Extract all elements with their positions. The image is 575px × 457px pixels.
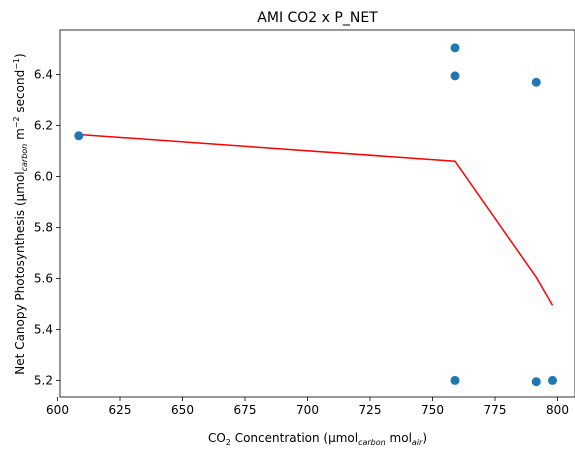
x-tick-label: 750 xyxy=(421,403,444,417)
y-label-carbon: carbon xyxy=(20,144,29,172)
y-tick-label: 6.0 xyxy=(34,170,53,184)
axes-frame xyxy=(59,29,575,398)
x-label-mol: mol xyxy=(386,431,412,445)
x-tick-label: 725 xyxy=(359,403,382,417)
y-label-m: m xyxy=(13,128,27,144)
x-label-sub: 2 xyxy=(226,438,231,447)
x-tick-label: 800 xyxy=(546,403,569,417)
x-label-middle: Concentration (μmol xyxy=(231,431,358,445)
x-tick-label: 675 xyxy=(234,403,257,417)
data-point xyxy=(450,43,460,53)
plot-area xyxy=(59,29,575,398)
data-point xyxy=(450,71,460,81)
chart-title: AMI CO2 x P_NET xyxy=(257,10,378,26)
scatter-points xyxy=(74,43,557,387)
x-tick-label: 775 xyxy=(484,403,507,417)
x-axis: 600 625 650 675 700 725 750 775 800 xyxy=(46,397,569,417)
y-tick-label: 5.2 xyxy=(34,373,53,387)
x-label-air: air xyxy=(412,438,423,447)
x-tick-label: 600 xyxy=(46,403,69,417)
data-point xyxy=(548,375,557,385)
x-axis-label: CO2 Concentration (μmolcarbon molair) xyxy=(208,431,427,447)
x-label-suffix: ) xyxy=(422,431,427,445)
x-label-carbon: carbon xyxy=(358,438,386,447)
y-label-second: second xyxy=(13,70,27,117)
x-tick-label: 650 xyxy=(171,403,194,417)
x-label-prefix: CO xyxy=(208,431,226,445)
data-point xyxy=(531,77,541,87)
y-label-exp1: −2 xyxy=(12,116,21,128)
y-tick-label: 6.2 xyxy=(34,119,53,133)
y-label-suffix: ) xyxy=(13,53,27,58)
y-label-prefix: Net Canopy Photosynthesis (μmol xyxy=(13,171,27,374)
y-tick-label: 5.6 xyxy=(34,271,53,285)
fit-line-group xyxy=(78,133,554,306)
y-tick-label: 5.8 xyxy=(34,221,53,235)
x-tick-label: 625 xyxy=(109,403,132,417)
y-tick-label: 5.4 xyxy=(34,322,53,336)
data-point xyxy=(531,377,541,387)
fit-line xyxy=(78,133,554,306)
x-tick-label: 700 xyxy=(296,403,319,417)
y-tick-label: 6.4 xyxy=(34,68,53,82)
y-label-exp2: −1 xyxy=(12,58,21,70)
data-point xyxy=(74,131,84,141)
data-point xyxy=(450,375,460,385)
y-axis: 5.2 5.4 5.6 5.8 6.0 6.2 6.4 xyxy=(34,68,60,387)
y-axis-label: Net Canopy Photosynthesis (μmolcarbon m−… xyxy=(12,53,29,374)
